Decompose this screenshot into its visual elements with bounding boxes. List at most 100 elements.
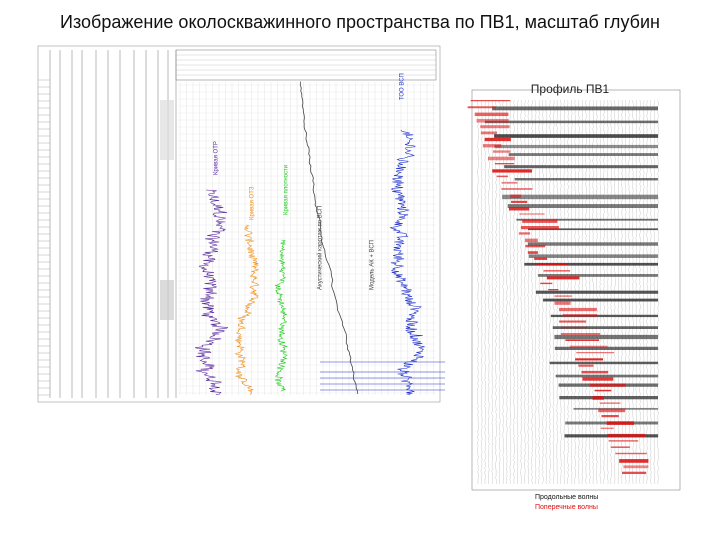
seismic-trace — [487, 99, 490, 485]
shear-wave-band — [562, 314, 598, 317]
shear-wave-band — [578, 364, 594, 367]
reflection-band — [508, 153, 658, 156]
shear-wave-band — [608, 440, 639, 442]
curve-label: ТОО ВСП — [400, 73, 406, 100]
profile-panel: Профиль ПВ1 Продольные волны Поперечные в… — [467, 82, 681, 511]
log-curve — [299, 81, 359, 395]
shear-wave-band — [480, 125, 510, 129]
seismic-trace — [657, 99, 659, 485]
shear-wave-band — [546, 276, 580, 280]
shear-wave-band — [501, 188, 533, 190]
reflection-band — [535, 290, 658, 294]
shear-wave-band — [559, 307, 597, 312]
log-curve — [195, 189, 229, 396]
shear-wave-band — [559, 320, 587, 323]
shear-wave-band — [467, 106, 496, 109]
shear-wave-band — [581, 370, 609, 374]
slide-title: Изображение околоскважинного пространств… — [60, 12, 660, 32]
reflection-band — [484, 120, 658, 124]
well-log-panel: Кривая ОТР Кривая ОТЗ Кривая плотности Акус… — [37, 45, 445, 403]
reflection-band — [552, 326, 658, 330]
shear-wave-band — [600, 427, 614, 429]
shear-wave-band — [576, 352, 615, 354]
seismic-trace — [484, 99, 487, 485]
seismic-trace — [527, 99, 530, 485]
shear-wave-band — [560, 333, 601, 335]
reflection-band — [554, 346, 658, 351]
shear-wave-band — [536, 263, 568, 266]
curve-label: Кривая ОТЗ — [250, 186, 256, 220]
shear-wave-band — [480, 131, 497, 135]
shear-wave-band — [520, 226, 559, 230]
seismic-trace — [491, 99, 494, 485]
shear-wave-band — [589, 383, 626, 387]
profile-title: Профиль ПВ1 — [531, 82, 610, 96]
reflection-band — [494, 134, 658, 138]
shear-wave-band — [601, 415, 619, 418]
reflection-band — [528, 254, 658, 258]
curve-label: Кривая ОТР — [214, 141, 220, 175]
shear-wave-band — [474, 112, 509, 117]
shear-wave-band — [610, 446, 630, 448]
seismic-trace — [516, 99, 519, 485]
shear-wave-band — [598, 408, 626, 413]
shear-wave-band — [482, 144, 502, 148]
reflection-band — [549, 361, 658, 365]
shear-wave-band — [592, 396, 604, 400]
reflection-band — [516, 218, 658, 221]
seismic-trace — [531, 99, 533, 485]
reflection-band — [555, 374, 658, 378]
reflection-band — [550, 314, 658, 318]
curve-label: Модель АК + ВСП — [370, 240, 376, 290]
shear-wave-band — [582, 377, 614, 381]
shear-wave-band — [554, 301, 571, 305]
seismic-trace — [523, 99, 526, 484]
seismic-trace — [513, 99, 515, 485]
reflection-band — [507, 204, 658, 209]
shear-wave-band — [484, 137, 511, 142]
shear-wave-band — [607, 433, 646, 438]
shear-wave-band — [615, 452, 647, 455]
shear-wave-band — [488, 156, 515, 161]
shear-wave-band — [476, 118, 509, 123]
shear-wave-band — [510, 194, 522, 198]
reflection-band — [492, 106, 658, 111]
shear-wave-band — [575, 358, 604, 361]
shear-wave-band — [619, 459, 649, 463]
reflection-band — [502, 194, 658, 200]
log-curve — [274, 239, 289, 392]
reflection-band — [524, 262, 658, 266]
shear-wave-band — [470, 100, 511, 102]
reflection-band — [528, 228, 658, 231]
shear-wave-band — [548, 289, 559, 291]
reflection-band — [559, 396, 658, 400]
log-curve — [389, 130, 425, 396]
reflection-band — [527, 242, 658, 246]
shear-wave-band — [508, 207, 530, 211]
seismic-trace — [520, 99, 523, 485]
shear-wave-band — [492, 169, 532, 173]
shear-wave-band — [594, 389, 612, 392]
shear-wave-band — [534, 257, 548, 260]
shear-wave-band — [510, 200, 528, 203]
log-curve — [234, 224, 260, 395]
curve-label: Акустический каротаж по ВСП — [317, 206, 324, 290]
shear-wave-band — [599, 402, 621, 404]
legend-label: Продольные волны — [535, 494, 598, 501]
seismic-trace — [480, 99, 483, 485]
reflection-band — [537, 274, 658, 277]
reflection-band — [543, 298, 658, 302]
lithology-hatch — [160, 280, 174, 320]
shear-wave-band — [565, 339, 600, 341]
shear-wave-band — [492, 150, 511, 153]
shear-wave-band — [525, 244, 546, 248]
shear-wave-band — [540, 282, 553, 285]
seismic-trace — [477, 99, 479, 484]
shear-wave-band — [518, 232, 531, 235]
shear-wave-band — [561, 326, 588, 329]
shear-wave-band — [525, 238, 538, 243]
shear-wave-band — [622, 471, 647, 475]
lithology-hatch — [160, 100, 174, 160]
reflection-band — [554, 334, 658, 340]
